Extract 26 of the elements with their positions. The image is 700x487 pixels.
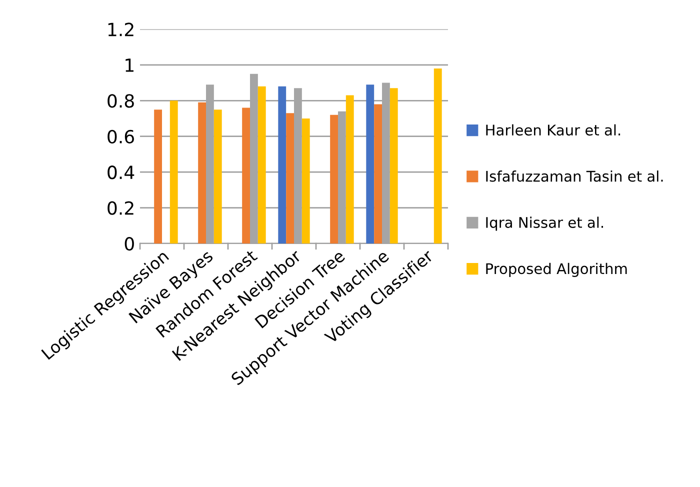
- y-tick-label: 1.2: [108, 22, 134, 36]
- y-tick-label: 1: [126, 58, 134, 72]
- y-tick-label: 0: [124, 236, 134, 251]
- y-tick-label: 0.2: [108, 201, 134, 215]
- bar: [258, 86, 266, 244]
- bar: [242, 108, 250, 244]
- y-tick-label: 0.4: [108, 166, 134, 180]
- bar: [198, 102, 206, 244]
- bar: [434, 68, 442, 244]
- legend-label: Harleen Kaur et al.: [486, 124, 620, 136]
- bar: [330, 114, 338, 244]
- bar: [374, 104, 382, 244]
- bar: [390, 88, 398, 244]
- bar: [278, 86, 286, 244]
- bar: [154, 110, 162, 244]
- bar: [286, 113, 294, 244]
- legend-label: Proposed Algorithm: [486, 262, 627, 277]
- bar: [170, 100, 178, 244]
- legend-label: Iqra Nissar et al.: [486, 216, 604, 231]
- y-tick-label: 0.6: [108, 130, 134, 144]
- bar: [346, 95, 354, 244]
- bar: [302, 118, 310, 244]
- bar: [214, 110, 222, 244]
- bar: [366, 84, 374, 244]
- y-tick-label: 0.8: [108, 94, 134, 108]
- legend-label: Isfafuzzaman Tasin et al.: [486, 170, 663, 182]
